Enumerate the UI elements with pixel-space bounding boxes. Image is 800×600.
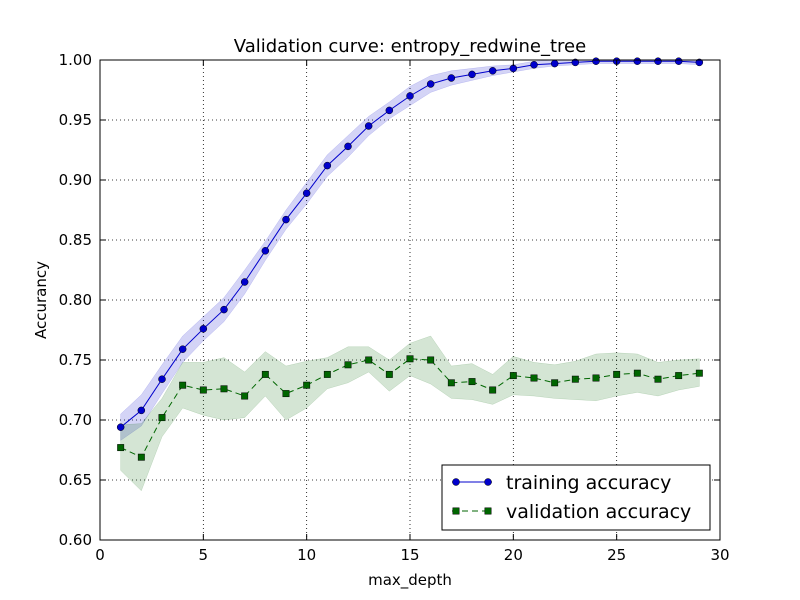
training-point xyxy=(447,74,456,82)
y-tick-label: 0.75 xyxy=(59,351,92,369)
training-point xyxy=(344,142,352,151)
training-point xyxy=(261,247,270,255)
training-point xyxy=(116,423,125,431)
y-tick-label: 0.60 xyxy=(59,531,92,549)
x-tick-label: 25 xyxy=(607,546,626,564)
validation-point xyxy=(199,386,207,394)
training-point xyxy=(550,59,559,68)
training-point xyxy=(178,345,187,353)
training-point xyxy=(385,106,394,115)
axis-ticks: 0 5 10 15 20 25 30 0.60 0.65 0.70 0.75 0.80 0.85 0.90… xyxy=(59,51,730,564)
validation-point xyxy=(137,453,145,461)
training-point xyxy=(530,61,538,69)
validation-point xyxy=(571,375,579,383)
training-point xyxy=(406,92,414,100)
validation-line xyxy=(120,358,700,458)
validation-point xyxy=(530,374,538,382)
y-tick-label: 0.85 xyxy=(59,231,92,249)
validation-point xyxy=(654,375,662,383)
validation-point xyxy=(261,370,269,378)
y-tick-label: 1.00 xyxy=(59,51,92,69)
y-tick-label: 0.95 xyxy=(59,111,92,129)
validation-point xyxy=(385,370,393,378)
series-markers xyxy=(116,57,704,461)
validation-point xyxy=(675,372,683,380)
validation-point xyxy=(406,355,414,363)
validation-point xyxy=(179,381,187,389)
training-point xyxy=(199,325,208,333)
training-point xyxy=(364,122,373,130)
validation-point xyxy=(551,379,559,387)
validation-point xyxy=(241,392,249,400)
validation-point xyxy=(468,378,476,386)
legend: training accuracy validation accuracy xyxy=(441,464,711,531)
x-tick-label: 20 xyxy=(504,546,523,564)
training-point xyxy=(674,57,683,65)
validation-point xyxy=(117,444,125,452)
validation-legend-marker xyxy=(484,507,492,515)
training-point xyxy=(633,57,642,65)
validation-point xyxy=(282,390,290,398)
legend-box xyxy=(441,464,711,531)
training-point xyxy=(323,161,332,170)
training-point xyxy=(302,189,311,197)
training-point xyxy=(220,305,228,314)
training-point xyxy=(282,215,290,224)
training-legend-label: training accuracy xyxy=(506,472,671,494)
y-tick-label: 0.65 xyxy=(59,471,92,489)
training-point xyxy=(488,67,497,75)
y-axis-label: Accurancy xyxy=(32,261,50,339)
validation-point xyxy=(427,356,435,364)
grid-lines xyxy=(100,60,720,540)
validation-point xyxy=(613,370,621,378)
training-point xyxy=(592,57,600,65)
x-tick-label: 0 xyxy=(95,546,105,564)
validation-point xyxy=(158,414,166,422)
validation-point xyxy=(592,374,600,382)
validation-point xyxy=(344,361,352,369)
training-point xyxy=(468,70,476,79)
x-tick-label: 5 xyxy=(199,546,209,564)
validation-point xyxy=(303,381,311,389)
y-tick-label: 0.90 xyxy=(59,171,92,189)
chart-title: Validation curve: entropy_redwine_tree xyxy=(234,36,586,57)
y-tick-label: 0.70 xyxy=(59,411,92,429)
x-tick-label: 10 xyxy=(297,546,316,564)
training-point xyxy=(240,278,249,286)
validation-point xyxy=(489,386,497,394)
x-tick-label: 30 xyxy=(710,546,729,564)
training-point xyxy=(137,406,146,415)
validation-point xyxy=(365,356,373,364)
training-point xyxy=(158,375,166,383)
validation-legend-label: validation accuracy xyxy=(506,501,691,523)
y-tick-label: 0.80 xyxy=(59,291,92,309)
validation-point xyxy=(695,369,703,377)
validation-legend-marker xyxy=(452,507,460,515)
x-tick-label: 15 xyxy=(400,546,419,564)
validation-point xyxy=(220,385,228,393)
validation-point xyxy=(509,372,517,380)
validation-point xyxy=(633,369,641,377)
training-point xyxy=(571,58,580,67)
training-point xyxy=(695,58,704,67)
training-point xyxy=(654,57,662,65)
validation-point xyxy=(447,379,455,387)
training-point xyxy=(426,80,435,88)
x-axis-label: max_depth xyxy=(368,571,452,590)
training-legend-marker xyxy=(484,478,492,486)
training-legend-marker xyxy=(452,478,460,486)
validation-point xyxy=(323,370,331,378)
